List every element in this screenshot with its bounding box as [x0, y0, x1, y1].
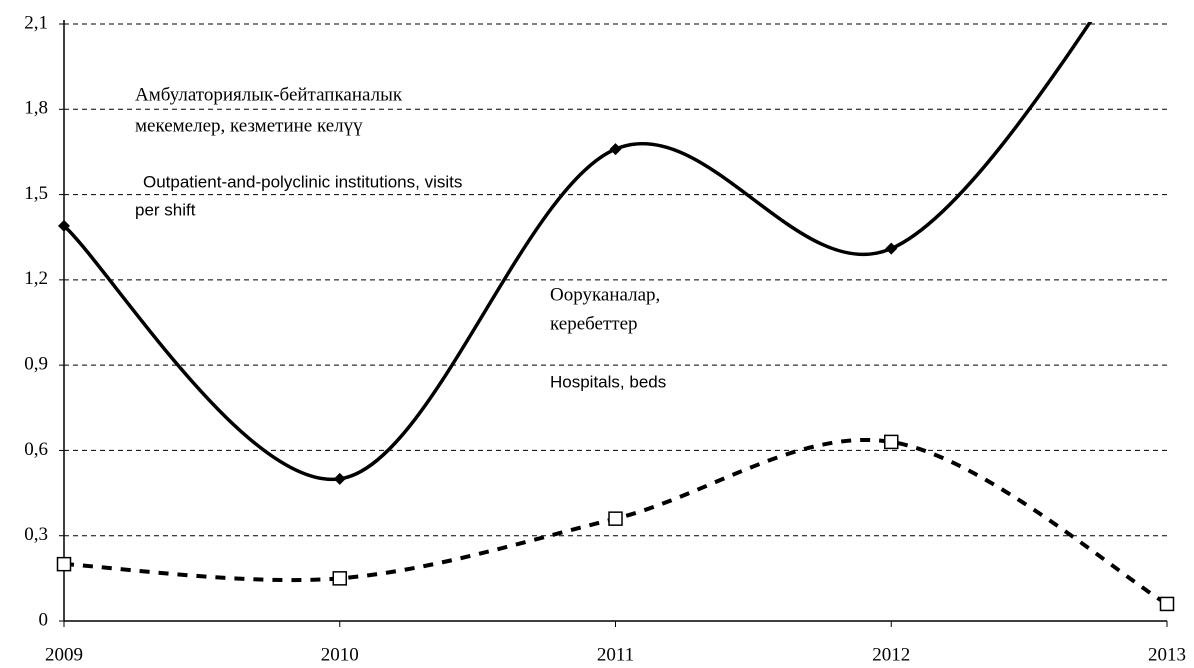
- y-tick-label: 2,1: [24, 12, 48, 33]
- line-series: [62, 22, 1093, 481]
- y-tick-label: 1,2: [24, 268, 48, 289]
- line-series: [63, 438, 1169, 606]
- y-tick-label: 0,6: [24, 439, 48, 460]
- y-tick-label: 1,8: [24, 98, 48, 119]
- marker: [885, 242, 898, 255]
- y-tick-label: 0,9: [24, 354, 48, 375]
- marker: [58, 219, 70, 232]
- annotation: Ооруканалар,: [550, 284, 660, 305]
- annotation: Амбулаториялык-бейтапканалык: [135, 84, 403, 105]
- x-tick-label: 2010: [321, 644, 359, 665]
- y-tick-label: 0,3: [24, 524, 48, 545]
- x-tick-label: 2009: [45, 644, 83, 665]
- marker: [884, 434, 899, 450]
- annotation: мекемелер, кезметине келүү: [135, 115, 363, 136]
- annotation: керебеттер: [550, 313, 638, 334]
- annotation: per shift: [135, 200, 196, 219]
- marker: [1159, 596, 1175, 612]
- x-tick-label: 2013: [1148, 644, 1186, 665]
- y-tick-label: 1,5: [24, 183, 48, 204]
- y-tick-label: 0: [39, 609, 49, 630]
- marker: [332, 571, 347, 586]
- marker: [608, 511, 623, 526]
- x-tick-label: 2012: [872, 644, 910, 665]
- annotation: Hospitals, beds: [550, 372, 666, 391]
- annotation: Outpatient-and-polyclinic institutions, …: [143, 172, 462, 191]
- plot-area: [56, 22, 1175, 612]
- marker: [333, 472, 346, 485]
- marker: [609, 143, 622, 156]
- marker: [56, 556, 72, 572]
- x-tick-label: 2011: [597, 644, 634, 665]
